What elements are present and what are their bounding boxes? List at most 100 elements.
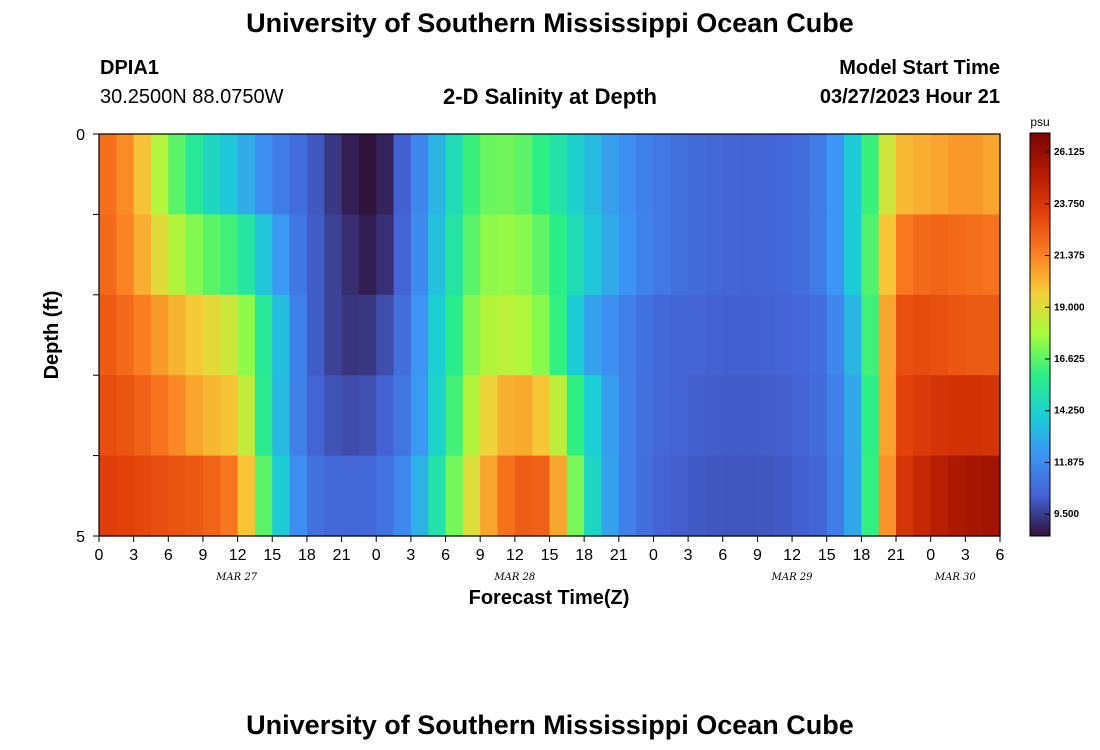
heatmap-cell	[618, 375, 637, 457]
model-start-value: 03/27/2023 Hour 21	[819, 86, 1000, 108]
heatmap-cell	[410, 375, 429, 457]
heatmap-cell	[809, 214, 828, 296]
x-tick-label: 12	[229, 547, 247, 564]
heatmap-cell	[653, 375, 672, 457]
heatmap-cell	[982, 214, 1001, 296]
page-title: University of Southern Mississippi Ocean…	[246, 8, 854, 38]
x-tick-label: 6	[718, 547, 727, 564]
heatmap-cell	[757, 375, 776, 457]
x-date-label: MAR 27	[215, 572, 258, 583]
heatmap-cell	[913, 294, 932, 376]
heatmap-cell	[566, 294, 585, 376]
x-tick-label: 18	[852, 547, 870, 564]
heatmap-cell	[393, 294, 412, 376]
heatmap-cell	[133, 294, 152, 376]
heatmap-cell	[341, 134, 360, 215]
x-tick-label: 0	[95, 547, 104, 564]
heatmap-cell	[826, 214, 845, 296]
heatmap-cell	[289, 294, 308, 376]
x-tick-label: 21	[333, 547, 351, 564]
heatmap-cell	[445, 294, 464, 376]
heatmap-cell	[930, 455, 949, 537]
heatmap-cell	[428, 214, 447, 296]
heatmap-cell	[99, 375, 117, 457]
heatmap-cell	[133, 455, 152, 537]
heatmap-cell	[566, 455, 585, 537]
heatmap-cell	[462, 134, 481, 215]
heatmap-cell	[341, 214, 360, 296]
heatmap-cell	[410, 134, 429, 215]
heatmap-cell	[445, 455, 464, 537]
heatmap-cell	[393, 375, 412, 457]
colorbar-tick-label: 14.250	[1054, 406, 1085, 417]
heatmap-cell	[393, 134, 412, 215]
x-tick-label: 6	[164, 547, 173, 564]
heatmap-cell	[653, 134, 672, 215]
heatmap-cell	[185, 375, 204, 457]
heatmap-cell	[514, 455, 533, 537]
heatmap-cell	[220, 375, 239, 457]
heatmap-cell	[896, 134, 914, 215]
x-tick-label: 21	[610, 547, 628, 564]
heatmap-cell	[861, 214, 880, 296]
x-tick-label: 6	[996, 547, 1005, 564]
heatmap-cell	[480, 294, 499, 376]
heatmap-cell	[237, 455, 256, 537]
heatmap-cell	[202, 134, 221, 215]
colorbar-tick-label: 9.500	[1054, 509, 1079, 520]
heatmap-cell	[774, 214, 793, 296]
colorbar-tick-label: 21.375	[1054, 251, 1085, 262]
heatmap-cell	[653, 455, 672, 537]
heatmap-cell	[896, 294, 914, 376]
heatmap-cell	[168, 294, 187, 376]
heatmap-cell	[566, 214, 585, 296]
heatmap-cell	[930, 294, 949, 376]
heatmap-cell	[237, 214, 256, 296]
heatmap-cell	[462, 294, 481, 376]
heatmap-cell	[237, 375, 256, 457]
heatmap-cell	[272, 375, 291, 457]
heatmap-cell	[341, 455, 360, 537]
x-tick-label: 9	[199, 547, 208, 564]
heatmap-cell	[480, 455, 499, 537]
heatmap-cell	[168, 134, 187, 215]
heatmap-cell	[722, 294, 741, 376]
heatmap-cell	[653, 214, 672, 296]
heatmap-cell	[844, 455, 862, 537]
heatmap-cell	[202, 375, 221, 457]
heatmap-cell	[878, 214, 897, 296]
heatmap-cell	[168, 214, 187, 296]
heatmap-cell	[636, 134, 655, 215]
heatmap-cell	[930, 214, 949, 296]
heatmap-cell	[480, 214, 499, 296]
heatmap-cells	[99, 134, 1001, 537]
heatmap-cell	[254, 455, 273, 537]
station-id: DPIA1	[100, 57, 159, 79]
y-axis-label: Depth (ft)	[41, 291, 63, 380]
heatmap-cell	[826, 294, 845, 376]
heatmap-cell	[289, 214, 308, 296]
heatmap-cell	[965, 455, 984, 537]
heatmap-cell	[410, 294, 429, 376]
heatmap-cell	[809, 134, 828, 215]
heatmap-cell	[861, 294, 880, 376]
heatmap-cell	[722, 375, 741, 457]
heatmap-cell	[393, 214, 412, 296]
heatmap-cell	[358, 214, 377, 296]
heatmap-cell	[220, 294, 239, 376]
heatmap-cell	[272, 294, 291, 376]
heatmap-cell	[133, 214, 152, 296]
x-tick-label: 18	[298, 547, 316, 564]
heatmap-cell	[740, 294, 759, 376]
heatmap-cell	[272, 214, 291, 296]
heatmap-cell	[948, 134, 966, 215]
heatmap-cell	[514, 375, 533, 457]
heatmap-cell	[428, 134, 447, 215]
plot-title: 2-D Salinity at Depth	[443, 84, 657, 109]
heatmap-cell	[99, 214, 117, 296]
x-tick-label: 15	[541, 547, 559, 564]
x-tick-label: 3	[961, 547, 970, 564]
heatmap-cell	[168, 375, 187, 457]
heatmap-cell	[237, 294, 256, 376]
heatmap-cell	[965, 134, 984, 215]
